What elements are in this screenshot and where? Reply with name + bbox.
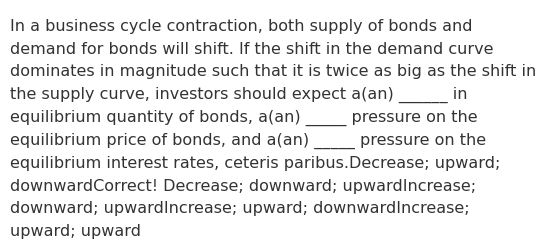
Text: equilibrium interest rates, ceteris paribus.Decrease; upward;: equilibrium interest rates, ceteris pari… [9,155,500,170]
Text: equilibrium price of bonds, and a(an) _____ pressure on the: equilibrium price of bonds, and a(an) __… [9,132,485,148]
Text: In a business cycle contraction, both supply of bonds and: In a business cycle contraction, both su… [9,19,472,34]
Text: downwardCorrect! Decrease; downward; upwardIncrease;: downwardCorrect! Decrease; downward; upw… [9,178,475,193]
Text: upward; upward: upward; upward [9,224,141,238]
Text: equilibrium quantity of bonds, a(an) _____ pressure on the: equilibrium quantity of bonds, a(an) ___… [9,110,477,126]
Text: the supply curve, investors should expect a(an) ______ in: the supply curve, investors should expec… [9,87,467,103]
Text: demand for bonds will shift. If the shift in the demand curve: demand for bonds will shift. If the shif… [9,42,493,56]
Text: dominates in magnitude such that it is twice as big as the shift in: dominates in magnitude such that it is t… [9,64,536,79]
Text: downward; upwardIncrease; upward; downwardIncrease;: downward; upwardIncrease; upward; downwa… [9,201,469,216]
